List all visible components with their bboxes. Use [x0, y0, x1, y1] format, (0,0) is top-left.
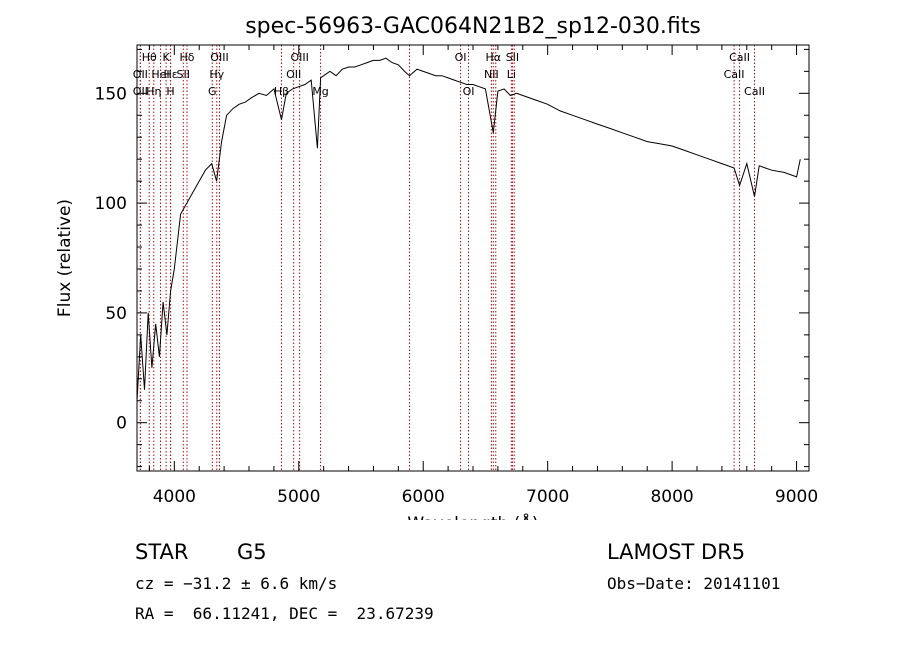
spectral-line-markers: [139, 45, 755, 471]
spectral-line-label: OIII: [210, 51, 228, 64]
redshift-cz: cz = −31.2 ± 6.6 km/s: [135, 574, 338, 593]
spectral-line-label: Hη: [146, 85, 161, 98]
spectral-line-label: H: [166, 85, 174, 98]
x-tick-label: 9000: [775, 487, 818, 507]
spectral-line-label: SII: [177, 68, 190, 81]
spectral-line-label: G: [208, 85, 217, 98]
object-type: STAR: [135, 540, 189, 564]
spectral-line-label: Li: [507, 68, 516, 81]
x-tick-label: 4000: [153, 487, 196, 507]
y-tick-label: 50: [105, 304, 127, 324]
y-tick-label: 100: [95, 194, 127, 214]
survey-name: LAMOST DR5: [607, 540, 746, 564]
spectral-line-label: Mg: [312, 85, 328, 98]
x-tick-label: 7000: [526, 487, 569, 507]
subclass: G5: [237, 540, 267, 564]
spectral-line-label: CaII: [729, 51, 750, 64]
x-axis-ticks: 4000 5000 6000 7000 8000 9000: [148, 45, 818, 507]
spectrum-chart: spec-56963-GAC064N21B2_sp12-030.fits Hδ K…: [55, 14, 818, 520]
spectral-line-label: OII: [133, 85, 148, 98]
x-tick-label: 8000: [650, 487, 693, 507]
spectral-line-label: OI: [455, 51, 467, 64]
y-tick-label: 150: [95, 84, 127, 104]
spectral-line-label: OIII: [290, 51, 308, 64]
spectral-line-label: Hγ: [209, 68, 224, 81]
obs-date: Obs−Date: 20141101: [607, 574, 781, 593]
spectral-line-label: OII: [133, 68, 148, 81]
plot-frame: [136, 44, 810, 472]
x-tick-label: 5000: [277, 487, 320, 507]
y-tick-label: 0: [116, 414, 127, 434]
spectral-line-label: Hθ: [142, 51, 157, 64]
spectral-line-label: K: [163, 51, 171, 64]
spectral-line-label: OI: [463, 85, 475, 98]
x-axis-label: Wavelength (Å): [407, 512, 538, 520]
spectral-line-label: OII: [286, 68, 301, 81]
spectral-line-label: Hβ: [274, 85, 289, 98]
y-axis-ticks: 0 50 100 150: [95, 48, 809, 468]
spectral-line-label: Hε: [163, 68, 177, 81]
ra-dec-coords: RA = 66.11241, DEC = 23.67239: [135, 604, 434, 623]
spectral-line-label: NII: [484, 68, 499, 81]
x-tick-label: 6000: [402, 487, 445, 507]
y-axis-label: Flux (relative): [55, 199, 75, 317]
spectral-line-label: SII: [506, 51, 519, 64]
spectral-line-label: Hδ: [180, 51, 195, 64]
spectrum-series-line: [136, 57, 801, 401]
spectral-line-label: HeI: [151, 68, 169, 81]
spectral-line-label: CaII: [724, 68, 745, 81]
chart-title: spec-56963-GAC064N21B2_sp12-030.fits: [245, 14, 701, 39]
spectral-line-label: Hα: [486, 51, 502, 64]
spectral-line-label: CaII: [744, 85, 765, 98]
